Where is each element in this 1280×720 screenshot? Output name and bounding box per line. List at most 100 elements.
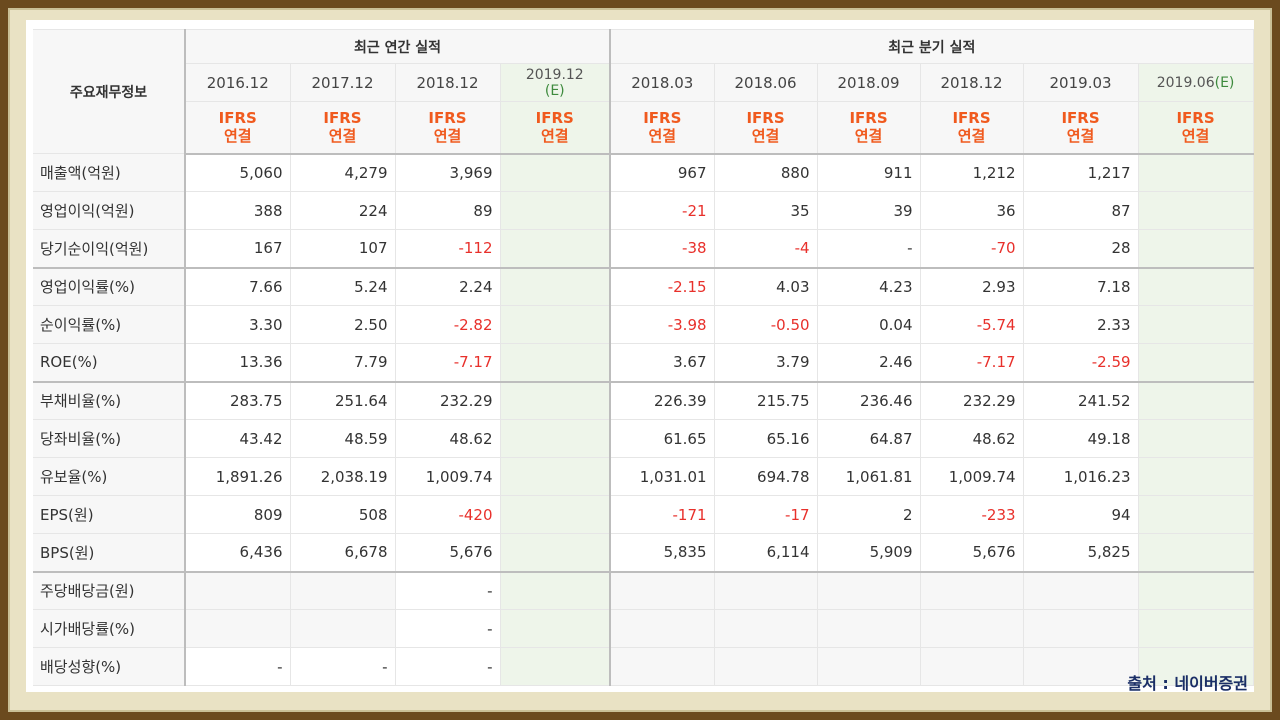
value-cell: 0.04	[817, 305, 921, 344]
basis-standard: IFRS	[746, 109, 785, 128]
metric-label: 당기순이익(억원)	[33, 229, 186, 269]
value-cell	[1138, 153, 1254, 192]
value-cell: -	[290, 647, 396, 686]
value-cell: -2.82	[395, 305, 501, 344]
accounting-basis: IFRS 연결	[817, 101, 921, 155]
value-cell	[500, 267, 612, 306]
value-cell: -38	[610, 229, 715, 269]
quarter-group-header: 최근 분기 실적	[610, 29, 1254, 64]
value-cell: 3.79	[714, 343, 818, 383]
value-cell	[185, 571, 291, 610]
value-cell: 7.18	[1023, 267, 1139, 306]
value-cell	[1138, 343, 1254, 383]
financial-summary-table: 주요재무정보 최근 연간 실적 최근 분기 실적 2016.12 2017.12 2018…	[33, 29, 1254, 686]
table-row: 유보율(%) 1,891.26 2,038.19 1,009.74 1,031.01 69…	[33, 457, 1254, 496]
value-cell: 7.66	[185, 267, 291, 306]
value-cell	[290, 571, 396, 610]
value-cell: 6,678	[290, 533, 396, 573]
value-cell: 232.29	[920, 381, 1024, 420]
period-label: 2019.12	[525, 66, 584, 83]
period-header: 2017.12	[290, 63, 396, 102]
period-header: 2016.12	[185, 63, 291, 102]
value-cell	[714, 609, 818, 648]
value-cell	[1138, 381, 1254, 420]
value-cell: 48.59	[290, 419, 396, 458]
value-cell: 5,060	[185, 153, 291, 192]
basis-consolidation: 연결	[751, 127, 780, 146]
value-cell: -70	[920, 229, 1024, 269]
period-header: 2018.09	[817, 63, 921, 102]
value-cell	[500, 153, 612, 192]
metric-label: 주당배당금(원)	[33, 571, 186, 610]
value-cell: -	[395, 647, 501, 686]
value-cell: -4	[714, 229, 818, 269]
accounting-basis: IFRS 연결	[610, 101, 715, 155]
value-cell	[1138, 419, 1254, 458]
value-cell: 241.52	[1023, 381, 1139, 420]
value-cell: 236.46	[817, 381, 921, 420]
value-cell	[500, 533, 612, 573]
basis-standard: IFRS	[1176, 109, 1215, 128]
value-cell: 5.24	[290, 267, 396, 306]
value-cell: -112	[395, 229, 501, 269]
value-cell	[500, 191, 612, 230]
value-cell	[500, 229, 612, 269]
value-cell	[1138, 495, 1254, 534]
value-cell: 35	[714, 191, 818, 230]
table-row: BPS(원) 6,436 6,678 5,676 5,835 6,114 5,909 5,67…	[33, 533, 1254, 573]
value-cell: 4.03	[714, 267, 818, 306]
metric-label: 유보율(%)	[33, 457, 186, 496]
value-cell: 215.75	[714, 381, 818, 420]
value-cell: 508	[290, 495, 396, 534]
value-cell: 49.18	[1023, 419, 1139, 458]
period-header: 2018.03	[610, 63, 715, 102]
table-row: 영업이익률(%) 7.66 5.24 2.24 -2.15 4.03 4.23 2.93 7.1…	[33, 267, 1254, 306]
basis-consolidation: 연결	[1066, 127, 1095, 146]
metric-label: 매출액(억원)	[33, 153, 186, 192]
value-cell: 1,891.26	[185, 457, 291, 496]
period-label: 2017.12	[311, 73, 374, 92]
value-cell: 7.79	[290, 343, 396, 383]
value-cell: -0.50	[714, 305, 818, 344]
value-cell: -17	[714, 495, 818, 534]
table-row: 당좌비율(%) 43.42 48.59 48.62 61.65 65.16 64.87 48.…	[33, 419, 1254, 458]
value-cell: -	[395, 571, 501, 610]
metric-label: 배당성향(%)	[33, 647, 186, 686]
value-cell	[185, 609, 291, 648]
value-cell: 89	[395, 191, 501, 230]
period-header: 2018.06	[714, 63, 818, 102]
value-cell	[714, 647, 818, 686]
metric-label: ROE(%)	[33, 343, 186, 383]
value-cell: 4,279	[290, 153, 396, 192]
basis-consolidation: 연결	[433, 127, 462, 146]
row-header-title: 주요재무정보	[33, 29, 186, 154]
basis-standard: IFRS	[535, 109, 574, 128]
period-label: 2019.03	[1049, 73, 1112, 92]
value-cell	[1023, 571, 1139, 610]
value-cell	[817, 571, 921, 610]
value-cell	[817, 609, 921, 648]
value-cell	[500, 419, 612, 458]
value-cell: 107	[290, 229, 396, 269]
value-cell: 5,909	[817, 533, 921, 573]
value-cell: 911	[817, 153, 921, 192]
value-cell	[610, 647, 715, 686]
value-cell	[817, 647, 921, 686]
value-cell: -233	[920, 495, 1024, 534]
estimate-marker: (E)	[544, 82, 565, 99]
table-row: 주당배당금(원) -	[33, 571, 1254, 610]
value-cell: 2.50	[290, 305, 396, 344]
value-cell	[1138, 533, 1254, 573]
value-cell: 1,217	[1023, 153, 1139, 192]
table-row: ROE(%) 13.36 7.79 -7.17 3.67 3.79 2.46 -7.17 -2.…	[33, 343, 1254, 383]
value-cell: 1,212	[920, 153, 1024, 192]
value-cell: 5,835	[610, 533, 715, 573]
accounting-basis: IFRS 연결	[714, 101, 818, 155]
period-label: 2018.03	[631, 73, 694, 92]
value-cell	[1138, 229, 1254, 269]
period-label: 2018.12	[940, 73, 1003, 92]
value-cell: 251.64	[290, 381, 396, 420]
value-cell	[1138, 191, 1254, 230]
value-cell: 1,009.74	[395, 457, 501, 496]
table-row: 당기순이익(억원) 167 107 -112 -38 -4- -70 28	[33, 229, 1254, 269]
